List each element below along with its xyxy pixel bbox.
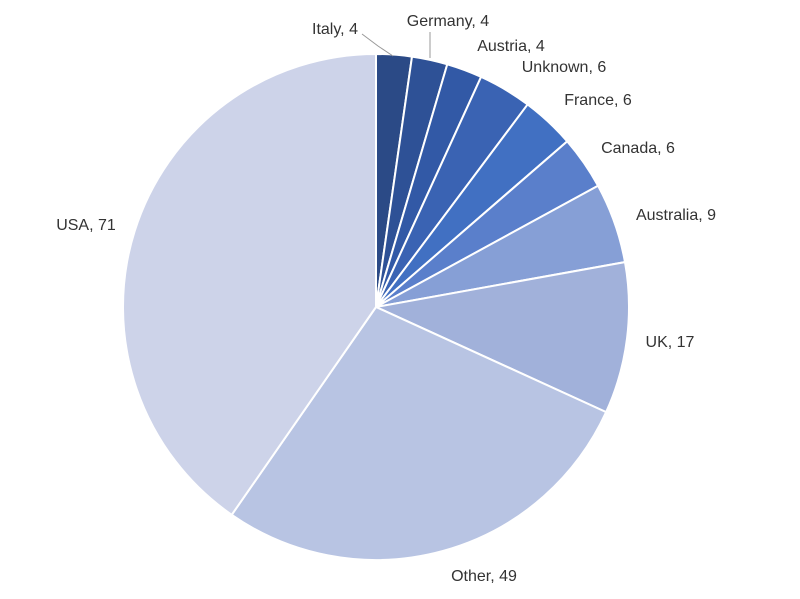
leader-line <box>361 33 394 57</box>
data-label: Unknown, 6 <box>522 59 607 76</box>
pie-slice <box>230 305 608 561</box>
data-label: Austria, 4 <box>477 38 545 55</box>
data-label: France, 6 <box>564 92 632 109</box>
data-label: Other, 49 <box>451 568 517 585</box>
data-label: Italy, 4 <box>312 21 358 38</box>
pie-slice <box>122 52 377 517</box>
data-label: Germany, 4 <box>407 13 490 30</box>
data-label: Australia, 9 <box>636 207 716 224</box>
data-label: UK, 17 <box>646 334 695 351</box>
data-label: Canada, 6 <box>601 140 675 157</box>
pie-slice <box>372 260 630 414</box>
data-label: USA, 71 <box>56 217 116 234</box>
